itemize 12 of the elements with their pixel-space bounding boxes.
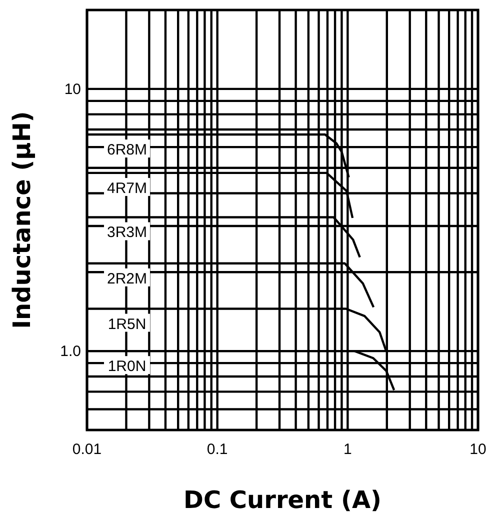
y-tick-label: 1.0 xyxy=(60,343,81,360)
series-label: 2R2M xyxy=(106,270,148,288)
x-tick-label: 1 xyxy=(343,441,352,458)
text: 0.01 xyxy=(72,441,102,458)
series-label: 1R0N xyxy=(108,358,146,376)
series-label: 6R8M xyxy=(106,142,148,159)
series-label: 1R5N xyxy=(108,316,146,333)
x-axis-title: DC Current (A) xyxy=(184,486,382,514)
series-label: 3R3M xyxy=(106,224,148,242)
text: 0.1 xyxy=(206,441,228,458)
series-label: 4R7M xyxy=(106,180,148,197)
y-axis-title: Inductance (μH) xyxy=(8,111,36,329)
